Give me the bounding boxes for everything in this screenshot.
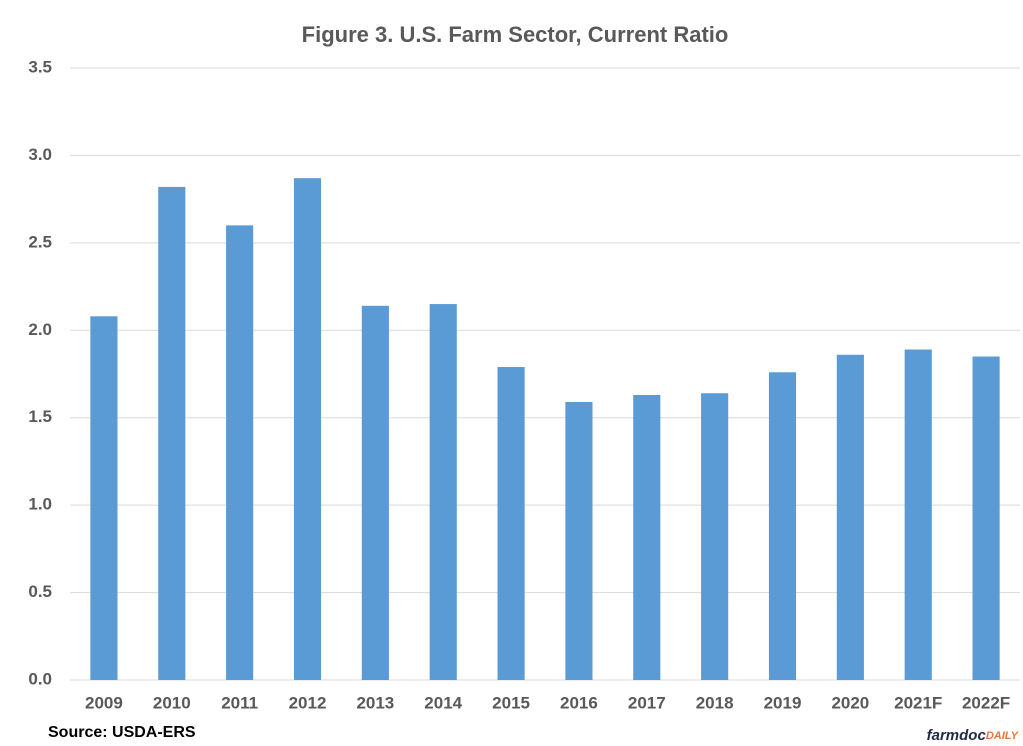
bar xyxy=(293,178,322,680)
bar xyxy=(701,393,729,680)
bar xyxy=(972,356,1000,680)
source-note: Source: USDA-ERS xyxy=(48,724,196,741)
bar xyxy=(226,225,254,680)
brand-logo: farmdocDAILY xyxy=(927,727,1020,744)
x-tick-label: 2016 xyxy=(560,693,598,712)
x-tick-label: 2019 xyxy=(764,693,802,712)
y-tick-label: 3.5 xyxy=(28,57,52,76)
bar xyxy=(565,401,593,680)
x-tick-label: 2017 xyxy=(628,693,666,712)
y-tick-label: 2.5 xyxy=(28,232,52,251)
x-tick-label: 2020 xyxy=(831,693,869,712)
bar xyxy=(158,186,186,680)
y-tick-label: 0.0 xyxy=(28,669,52,688)
y-tick-label: 0.5 xyxy=(28,582,52,601)
y-tick-label: 3.0 xyxy=(28,145,52,164)
x-tick-label: 2021F xyxy=(894,693,942,712)
bar xyxy=(90,316,118,680)
brand-suffix: DAILY xyxy=(986,730,1020,742)
x-tick-label: 2012 xyxy=(289,693,327,712)
chart-title: Figure 3. U.S. Farm Sector, Current Rati… xyxy=(302,22,729,47)
x-tick-label: 2013 xyxy=(356,693,394,712)
bar xyxy=(768,372,797,680)
brand-name: farmdoc xyxy=(927,727,987,744)
bar xyxy=(429,304,457,680)
bar xyxy=(633,394,661,680)
x-tick-label: 2010 xyxy=(153,693,191,712)
x-tick-label: 2011 xyxy=(221,693,258,712)
bar xyxy=(361,305,389,680)
y-tick-label: 1.0 xyxy=(28,495,52,514)
bar xyxy=(904,349,932,680)
x-tick-label: 2009 xyxy=(85,693,123,712)
x-tick-label: 2015 xyxy=(492,693,530,712)
y-tick-label: 1.5 xyxy=(28,407,52,426)
x-tick-label: 2022F xyxy=(962,693,1010,712)
x-tick-label: 2014 xyxy=(424,693,462,712)
y-tick-label: 2.0 xyxy=(28,320,52,339)
x-tick-label: 2018 xyxy=(696,693,734,712)
bar xyxy=(836,354,864,680)
bar xyxy=(497,367,525,680)
